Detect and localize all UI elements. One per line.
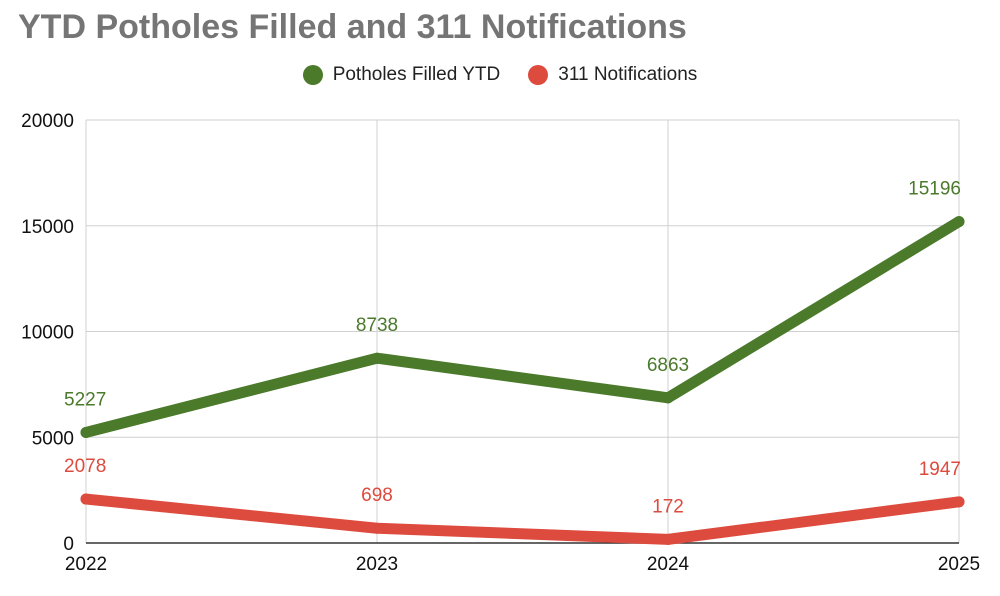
legend-swatch-311 xyxy=(528,65,549,85)
data-label: 2078 xyxy=(64,456,106,477)
data-point xyxy=(371,352,383,364)
data-label: 1947 xyxy=(919,459,961,480)
x-tick-label: 2023 xyxy=(356,554,398,575)
legend-swatch-potholes xyxy=(302,65,323,85)
y-tick-label: 0 xyxy=(63,534,74,555)
data-label: 6863 xyxy=(647,355,689,376)
data-point xyxy=(80,426,92,438)
series-line-potholes xyxy=(80,216,965,438)
data-point xyxy=(953,496,965,508)
data-point xyxy=(371,522,383,534)
data-label: 15196 xyxy=(908,179,961,200)
legend-label-311: 311 Notifications xyxy=(558,64,698,85)
y-tick-label: 5000 xyxy=(32,428,74,449)
data-point xyxy=(662,533,674,545)
data-point xyxy=(662,392,674,404)
legend-item-potholes: Potholes Filled YTD xyxy=(302,64,501,86)
data-label: 8738 xyxy=(356,315,398,336)
x-tick-label: 2022 xyxy=(65,554,107,575)
data-point xyxy=(953,216,965,228)
legend: Potholes Filled YTD 311 Notifications xyxy=(0,64,1000,86)
data-label: 698 xyxy=(361,485,393,506)
data-label: 5227 xyxy=(64,389,106,410)
legend-item-311: 311 Notifications xyxy=(528,64,697,86)
y-tick-label: 20000 xyxy=(21,111,74,132)
y-tick-label: 15000 xyxy=(21,217,74,238)
y-tick-label: 10000 xyxy=(21,323,74,344)
x-tick-label: 2025 xyxy=(938,554,980,575)
x-tick-label: 2024 xyxy=(647,554,690,575)
legend-label-potholes: Potholes Filled YTD xyxy=(332,64,501,85)
data-point xyxy=(80,493,92,505)
data-label: 172 xyxy=(652,496,684,517)
chart-title: YTD Potholes Filled and 311 Notification… xyxy=(18,8,687,46)
series-line-311 xyxy=(80,493,965,545)
